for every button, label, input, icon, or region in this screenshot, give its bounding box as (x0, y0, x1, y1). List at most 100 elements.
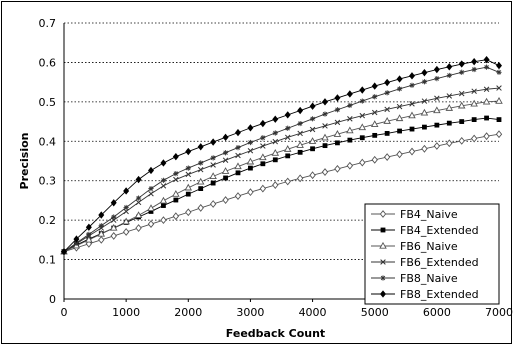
point-fb6-naive (445, 104, 454, 111)
point-fb6-extended (322, 123, 328, 129)
legend-box (364, 203, 500, 305)
point-fb4-extended (446, 120, 452, 126)
point-fb8-extended (61, 248, 67, 256)
point-fb6-extended (272, 138, 279, 145)
point-fb8-extended (272, 115, 279, 123)
point-fb4-extended (173, 197, 179, 203)
point-fb6-naive (457, 101, 466, 109)
point-fb8-naive (483, 64, 490, 70)
point-fb6-naive (308, 137, 317, 144)
legend-label-fb8-extended: FB8_Extended (400, 288, 479, 301)
point-fb8-naive (434, 75, 440, 82)
point-fb8-extended (172, 152, 179, 161)
point-fb8-naive (86, 231, 92, 237)
point-fb8-extended (73, 235, 80, 243)
point-fb6-naive (283, 145, 292, 152)
point-fb8-extended (309, 102, 316, 110)
point-fb6-extended (297, 130, 303, 137)
point-fb8-naive (471, 66, 477, 73)
legend-label-fb6-extended: FB6_Extended (400, 256, 479, 269)
point-fb8-naive (272, 130, 278, 136)
point-fb6-extended (384, 106, 390, 113)
point-fb4-naive (334, 164, 341, 173)
point-fb8-extended (496, 61, 502, 70)
point-fb8-naive (359, 98, 365, 104)
legend-label-fb4-extended: FB4_Extended (400, 224, 479, 237)
x-tick-label: 0 (61, 306, 68, 319)
point-fb4-naive (172, 212, 180, 221)
point-fb6-extended (309, 126, 316, 133)
point-fb6-naive (246, 157, 255, 165)
point-fb4-extended (272, 157, 278, 163)
point-fb6-naive (85, 235, 93, 243)
point-fb4-extended (434, 122, 440, 128)
point-fb4-naive (222, 196, 229, 204)
point-fb6-extended (483, 86, 490, 92)
point-fb8-extended (185, 147, 192, 156)
point-fb8-extended (446, 63, 453, 71)
point-fb6-naive (221, 167, 230, 174)
point-fb4-naive (346, 161, 354, 170)
point-fb4-naive (98, 235, 105, 244)
point-fb6-extended (197, 166, 204, 173)
point-fb6-extended (135, 199, 142, 206)
point-fb6-extended (458, 90, 465, 97)
point-fb8-naive (135, 195, 142, 201)
x-tick-label: 4000 (299, 306, 327, 319)
point-fb6-naive (122, 217, 130, 225)
point-fb6-naive (97, 229, 106, 237)
point-fb4-naive (234, 192, 242, 201)
point-fb4-naive (197, 204, 204, 212)
point-fb8-extended (135, 175, 142, 184)
point-fb6-extended (222, 157, 229, 163)
point-fb8-extended (210, 138, 217, 146)
point-fb6-extended (471, 88, 477, 94)
y-tick-label: 0 (49, 293, 56, 306)
point-fb4-extended (335, 140, 340, 146)
point-fb4-naive (284, 177, 291, 186)
point-fb8-naive (247, 139, 254, 146)
point-fb4-extended (310, 146, 315, 152)
point-fb8-extended (98, 211, 105, 219)
point-fb8-naive (496, 69, 502, 75)
point-fb8-extended (421, 69, 428, 77)
point-fb4-naive (135, 224, 142, 232)
point-fb6-naive (209, 172, 217, 180)
point-fb6-naive (420, 108, 429, 116)
point-fb8-naive (185, 165, 191, 171)
y-tick-label: 0.7 (39, 17, 57, 30)
point-fb4-extended (260, 161, 266, 167)
point-fb8-extended (433, 65, 440, 74)
point-fb4-extended (372, 132, 378, 138)
point-fb6-naive (408, 111, 416, 119)
point-fb4-naive (458, 136, 465, 145)
legend-label-fb8-naive: FB8_Naive (400, 272, 458, 285)
point-fb8-naive (297, 120, 303, 127)
legend-marker-fb8-naive (380, 275, 386, 281)
legend-marker-fb4-extended (380, 227, 386, 233)
point-fb6-naive (271, 148, 280, 156)
point-fb4-extended (409, 126, 415, 132)
point-fb8-naive (322, 111, 328, 117)
point-fb8-naive (148, 186, 154, 192)
point-fb4-extended (223, 175, 228, 181)
y-tick-label: 0.4 (39, 135, 57, 148)
x-tick-label: 1000 (112, 306, 140, 319)
point-fb4-naive (433, 142, 441, 150)
point-fb4-extended (347, 137, 353, 143)
x-tick-label: 3000 (236, 306, 264, 319)
point-fb4-extended (359, 135, 365, 141)
point-fb8-naive (347, 102, 353, 109)
point-fb4-naive (359, 158, 366, 167)
point-fb6-extended (371, 109, 378, 116)
point-fb4-naive (470, 134, 478, 143)
point-fb4-naive (309, 171, 316, 180)
point-fb6-extended (173, 176, 179, 183)
point-fb8-naive (210, 155, 216, 161)
point-fb4-naive (396, 150, 403, 159)
point-fb8-naive (372, 94, 378, 100)
point-fb8-naive (309, 116, 316, 122)
point-fb8-extended (334, 94, 341, 102)
point-fb6-extended (334, 119, 341, 126)
